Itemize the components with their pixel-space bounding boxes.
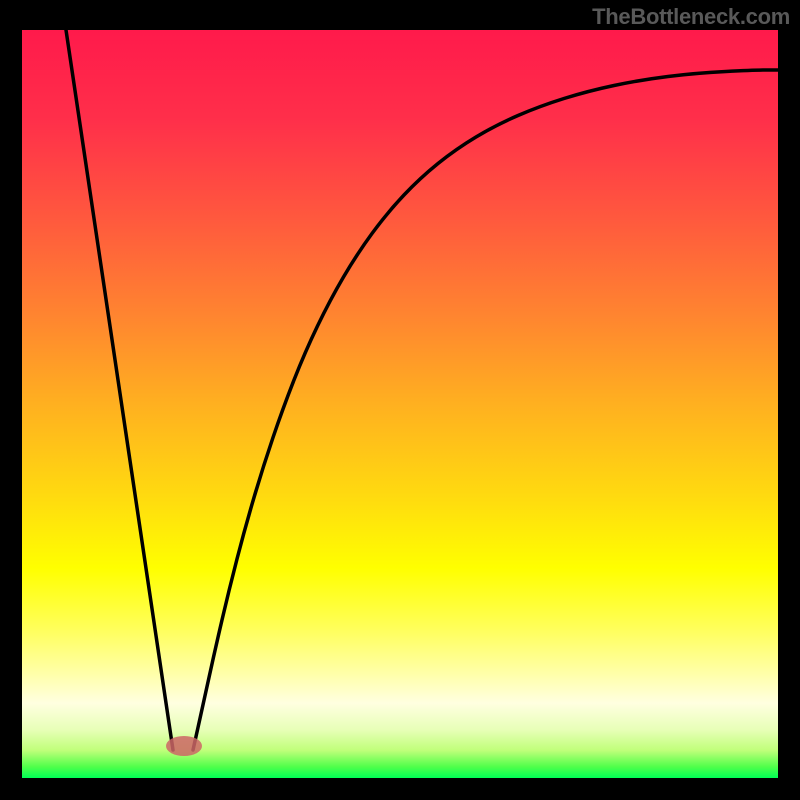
minimum-marker [166,736,202,756]
watermark-text: TheBottleneck.com [592,4,790,30]
plot-area [22,30,778,778]
bottleneck-curve [22,30,778,778]
chart-container: TheBottleneck.com [0,0,800,800]
